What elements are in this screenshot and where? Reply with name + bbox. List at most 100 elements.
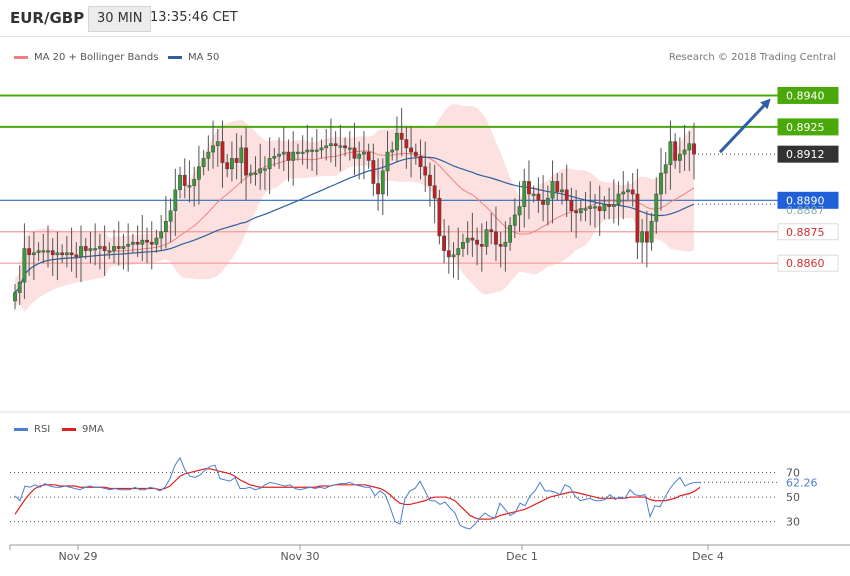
candle-body	[456, 248, 461, 256]
candle-body	[437, 197, 442, 237]
candle-body	[300, 151, 305, 154]
candle-body	[395, 132, 399, 151]
candle	[163, 196, 168, 249]
candle-body	[593, 206, 597, 209]
candle	[644, 210, 649, 268]
candle-body	[446, 250, 451, 258]
candle-body	[611, 204, 616, 207]
candle	[545, 185, 550, 226]
candle-body	[494, 231, 498, 245]
level-tag-0.8940-box	[777, 86, 839, 104]
bollinger-bands	[15, 103, 694, 312]
candle	[41, 233, 46, 264]
candle	[145, 227, 149, 264]
candle	[234, 133, 239, 180]
candle	[319, 139, 324, 159]
candle	[654, 177, 659, 234]
rsi-tick-50: 50	[786, 491, 800, 504]
candle-body	[630, 189, 635, 195]
candle	[36, 242, 41, 262]
candle-body	[338, 145, 343, 148]
candle-body	[531, 193, 536, 196]
candle	[253, 156, 258, 186]
candle-body	[527, 181, 531, 195]
candle-body	[621, 191, 626, 195]
candle-body	[371, 160, 376, 184]
candle-body	[69, 252, 74, 256]
candle	[409, 126, 413, 178]
candle-body	[305, 149, 310, 153]
time-label: 13:35:46 CET	[150, 10, 238, 25]
candle-body	[649, 221, 654, 243]
level-tag-0.8940: 0.8940	[777, 86, 839, 104]
candle	[225, 154, 230, 178]
candle-body	[517, 206, 522, 216]
candle	[50, 238, 55, 276]
candle	[357, 141, 362, 180]
candle	[578, 200, 583, 222]
candle	[46, 225, 50, 268]
candle-body	[574, 210, 579, 214]
candle-body	[46, 250, 50, 253]
candle-body	[626, 189, 630, 193]
candle	[536, 177, 541, 213]
candle	[31, 231, 36, 280]
candle	[338, 124, 343, 171]
candle-body	[319, 147, 324, 151]
candle-body	[654, 193, 659, 222]
candle	[432, 164, 437, 224]
candle	[116, 221, 121, 266]
candle-body	[451, 254, 456, 258]
candle	[677, 137, 682, 174]
candle	[173, 168, 178, 236]
candle-body	[640, 231, 645, 243]
candle-body	[211, 145, 215, 153]
x-tick-label: Dec 1	[506, 550, 538, 563]
legend-ma50: MA 50	[168, 52, 219, 63]
candle	[555, 173, 560, 201]
x-tick-label: Dec 4	[692, 550, 724, 563]
candle	[272, 147, 277, 167]
candle-body	[121, 246, 126, 249]
candle	[366, 143, 371, 169]
candle	[135, 225, 140, 257]
candle	[399, 108, 404, 157]
candle-body	[583, 208, 588, 211]
candle-body	[376, 183, 380, 195]
level-tag-0.8860-text: 0.8860	[786, 257, 825, 270]
rsi-ma-swatch	[62, 428, 76, 431]
candle-body	[687, 143, 692, 151]
candle	[83, 238, 88, 260]
candle	[333, 131, 338, 167]
rsi-ma-label: 9MA	[82, 424, 104, 435]
candle-body	[145, 239, 149, 243]
candle	[550, 160, 555, 224]
candle-body	[215, 141, 220, 147]
candle	[569, 187, 574, 232]
x-tick-label: Nov 30	[281, 550, 320, 563]
candle	[673, 133, 678, 169]
candle-body	[41, 250, 46, 253]
candle-body	[673, 141, 678, 161]
candle	[168, 198, 173, 243]
candle	[347, 131, 352, 161]
legend-9ma: 9MA	[62, 424, 104, 435]
candle	[60, 244, 65, 264]
candle	[597, 185, 602, 236]
candle-body	[333, 143, 338, 147]
candle	[296, 143, 300, 161]
candle-body	[149, 241, 154, 245]
x-axis: Nov 29 Nov 30 Dec 1 Dec 4	[0, 411, 850, 563]
candle-body	[154, 237, 159, 245]
candle	[267, 137, 272, 195]
interval-button[interactable]: 30 MIN	[88, 6, 152, 32]
candle	[692, 122, 696, 180]
candle-body	[196, 166, 201, 180]
candle	[64, 235, 69, 268]
candle	[564, 164, 569, 218]
candle-body	[508, 225, 513, 243]
candle	[121, 233, 126, 270]
candle-body	[390, 149, 395, 153]
candle	[395, 116, 399, 163]
